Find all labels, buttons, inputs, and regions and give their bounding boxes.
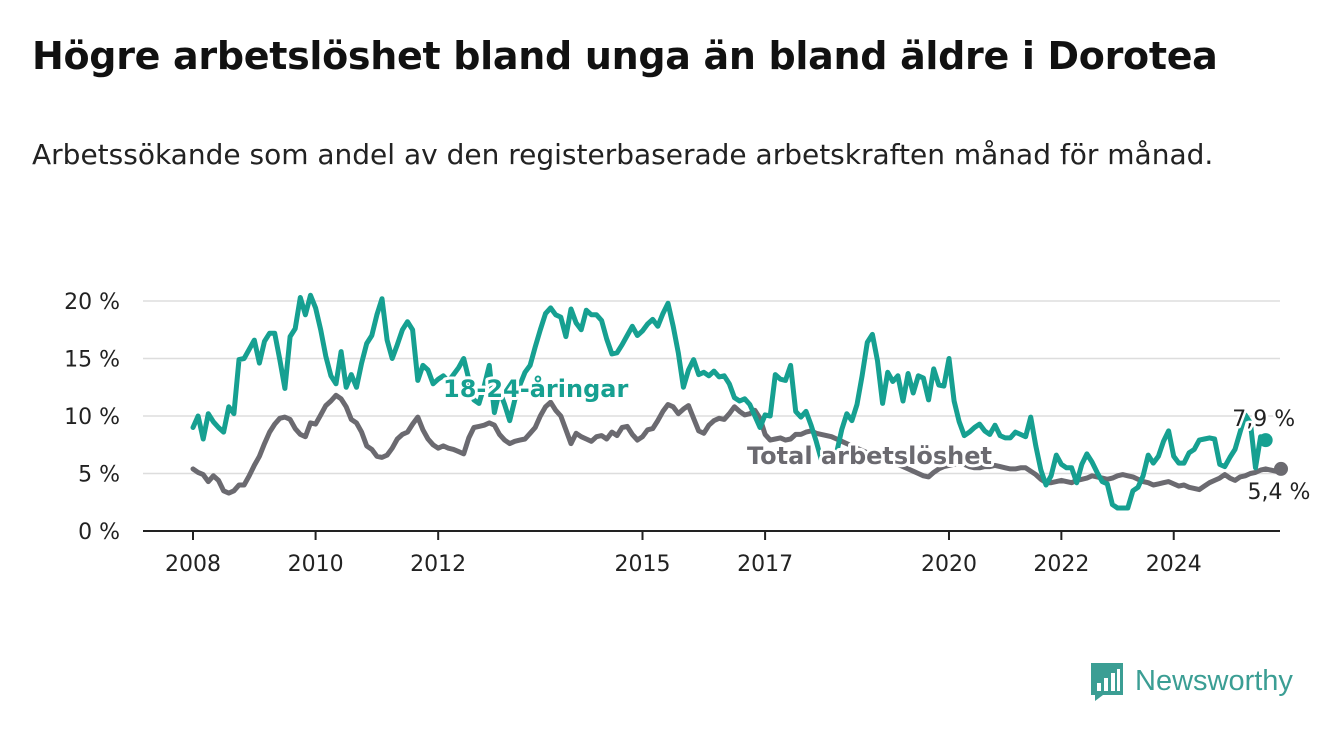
x-tick-label: 2017 (737, 552, 793, 577)
y-tick-label: 5 % (78, 463, 120, 488)
x-tick-label: 2012 (410, 552, 466, 577)
x-axis-labels: 2008 2010 2012 2015 2017 2020 2022 2024 (165, 531, 1202, 577)
y-tick-label: 10 % (64, 405, 120, 430)
y-tick-label: 15 % (64, 348, 120, 373)
total-series-line (190, 392, 1284, 496)
youth-end-dot (1258, 433, 1273, 448)
chart-subtitle: Arbetssökande som andel av den registerb… (32, 138, 1214, 171)
x-tick-label: 2022 (1033, 552, 1089, 577)
y-axis-labels: 0 % 5 % 10 % 15 % 20 % (64, 290, 120, 545)
newsworthy-logo: Newsworthy (1089, 660, 1293, 702)
x-tick-label: 2020 (921, 552, 977, 577)
bar-chart-icon (1089, 661, 1125, 701)
x-tick-label: 2010 (288, 552, 344, 577)
x-tick-label: 2015 (615, 552, 671, 577)
total-end-dot (1274, 461, 1289, 476)
x-tick-label: 2024 (1146, 552, 1202, 577)
x-tick-label: 2008 (165, 552, 221, 577)
annotations: 18-24-åringar Total arbetslöshet 7,9 % 5… (440, 371, 1313, 507)
gridlines (143, 300, 1280, 475)
youth-end-value-label: 7,9 % (1232, 407, 1295, 432)
chart-title: Högre arbetslöshet bland unga än bland ä… (32, 34, 1218, 78)
youth-series-label: 18-24-åringar (443, 374, 628, 403)
total-series-label: Total arbetslöshet (747, 442, 992, 470)
brand-name: Newsworthy (1135, 664, 1293, 697)
youth-series-line (190, 292, 1269, 511)
line-chart: 0 %5 %10 %15 %20 % 2008 2010 2012 2015 2017 2… (64, 290, 1313, 577)
series-lines (190, 292, 1284, 511)
total-end-value-label: 5,4 % (1248, 480, 1311, 505)
y-tick-label: 20 % (64, 290, 120, 315)
y-tick-label: 0 % (78, 520, 120, 545)
